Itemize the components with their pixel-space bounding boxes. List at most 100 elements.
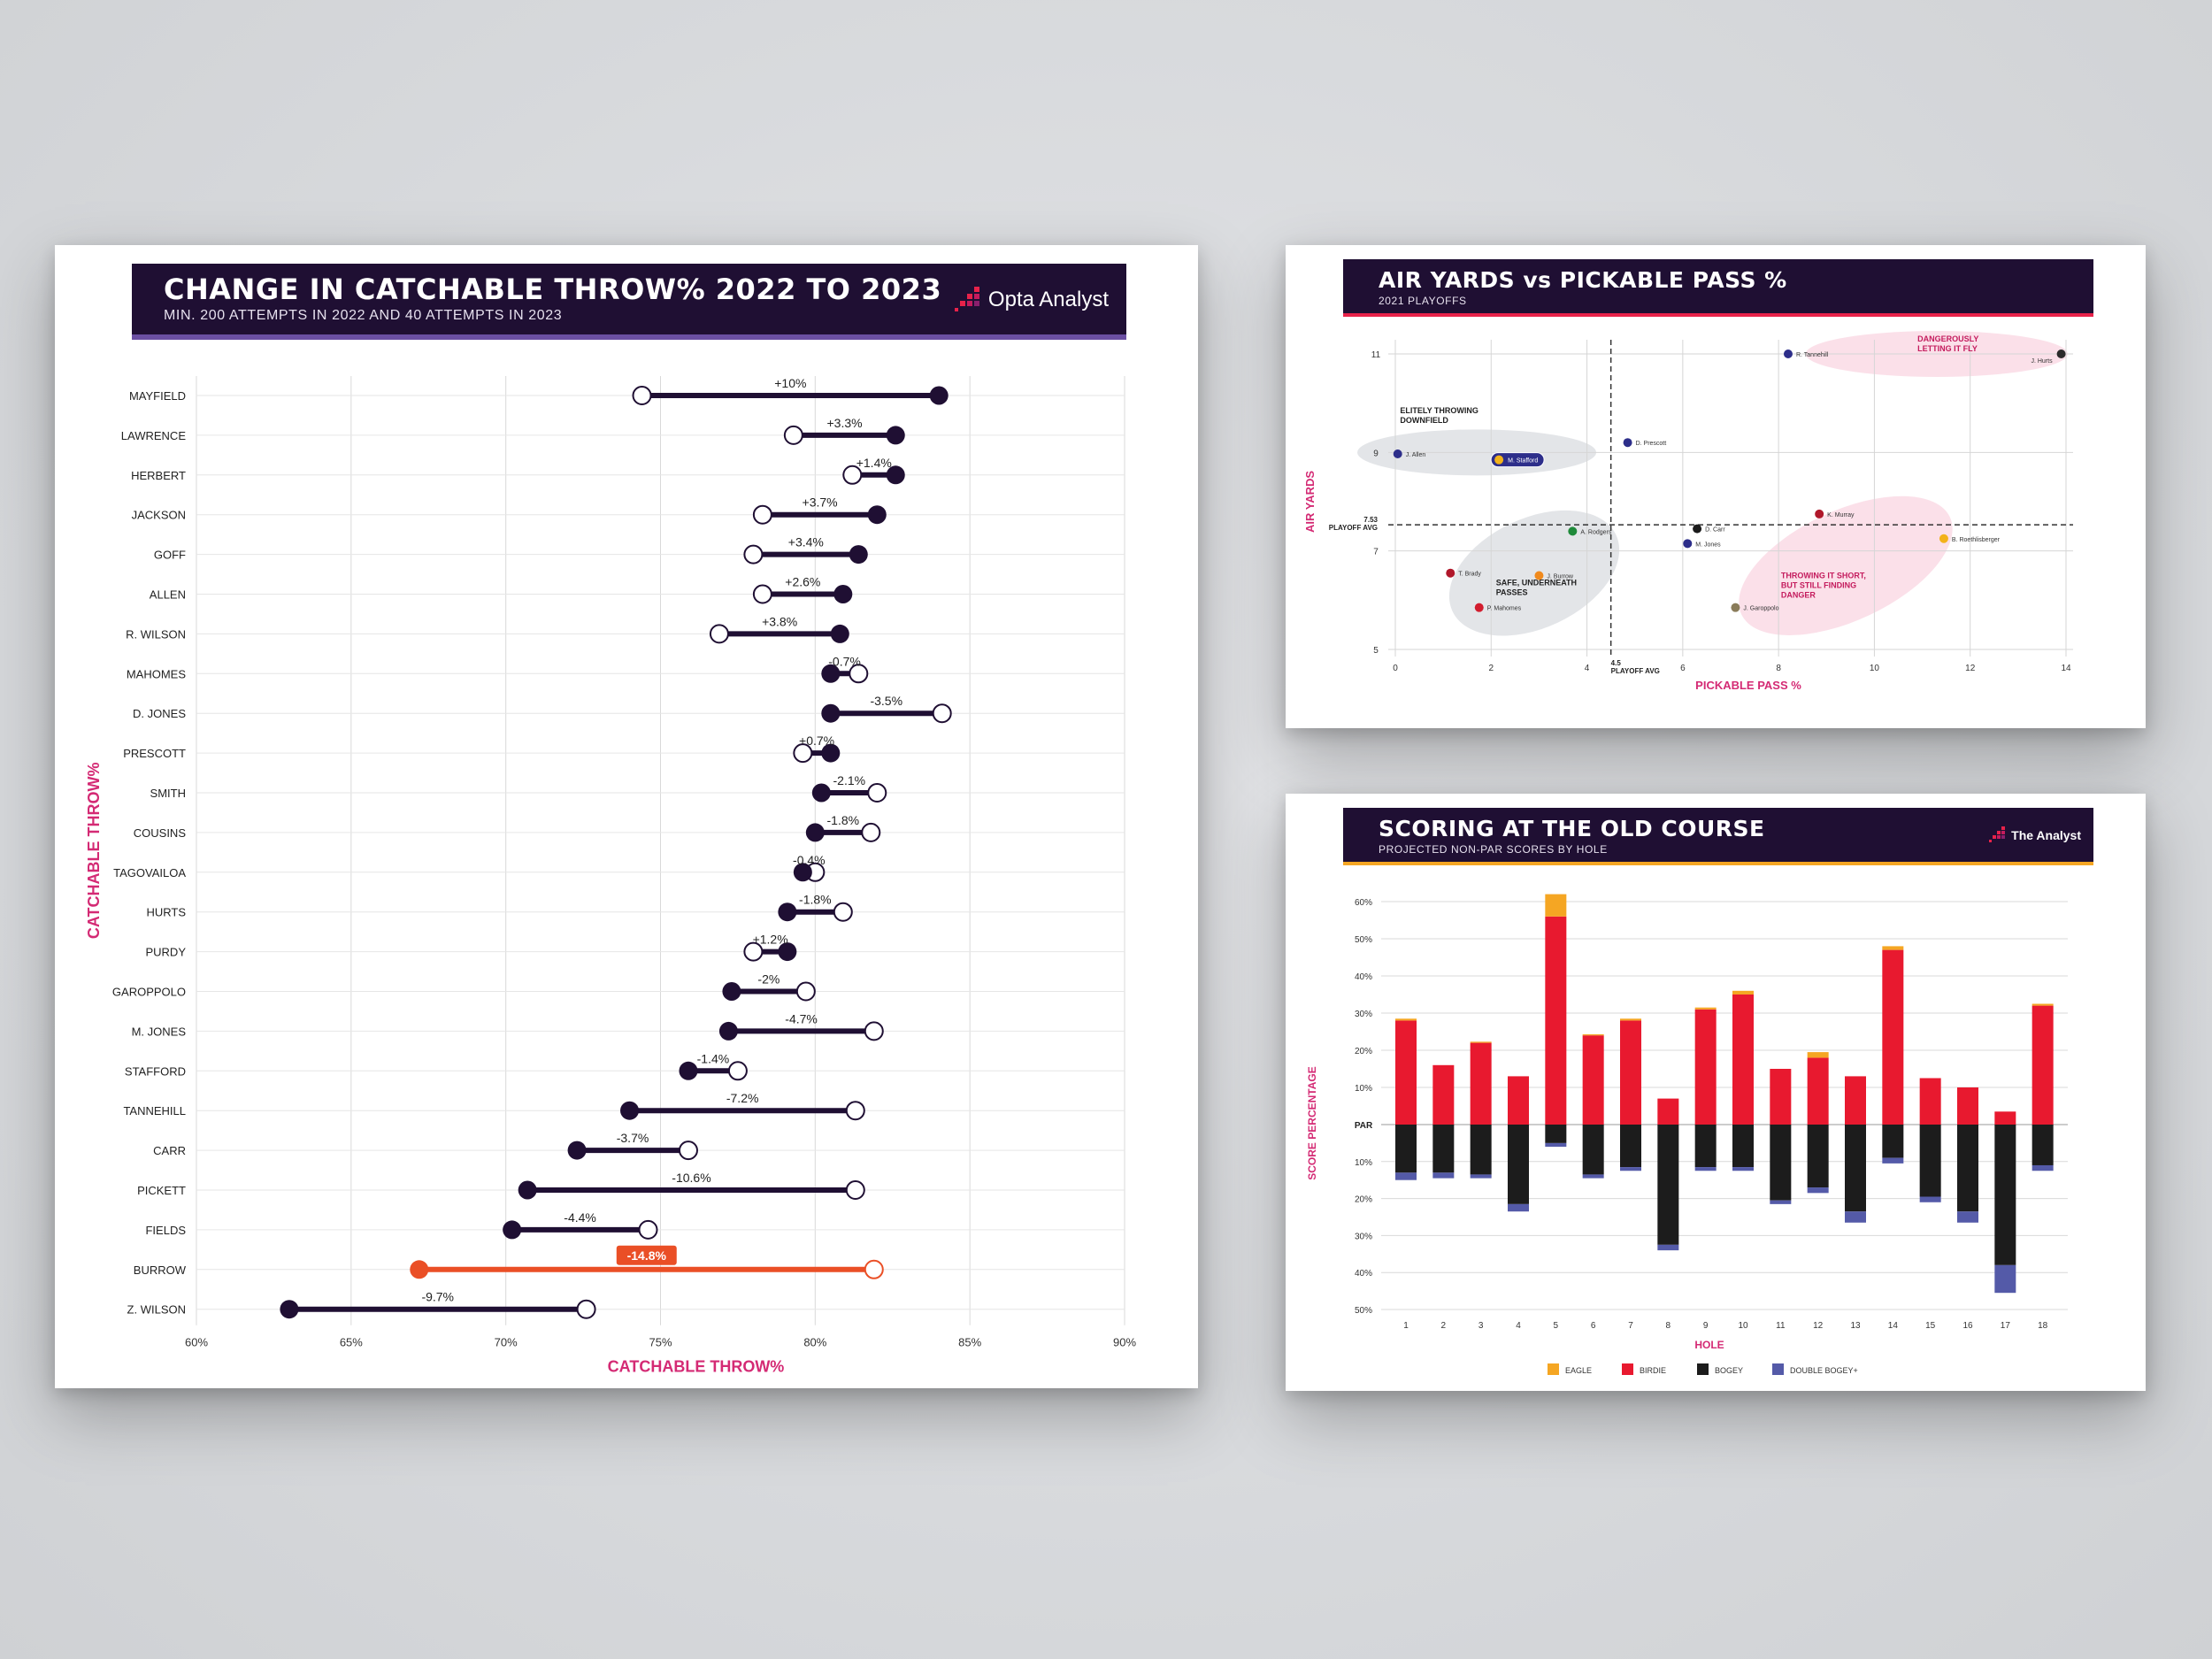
the-analyst-logo-text: The Analyst	[2011, 828, 2081, 842]
player-name-label: STAFFORD	[125, 1064, 186, 1078]
legend-swatch	[1548, 1363, 1559, 1375]
bar-bogey	[1508, 1125, 1529, 1204]
point-2023	[821, 743, 841, 763]
change-label: -9.7%	[421, 1290, 454, 1304]
player-name-label: ALLEN	[150, 588, 186, 602]
bar-birdie	[1994, 1111, 2016, 1125]
opta-analyst-logo: Opta Analyst	[954, 287, 1109, 313]
bar-double-bogey-	[2032, 1164, 2054, 1171]
oldcourse-chart-subtitle: PROJECTED NON-PAR SCORES BY HOLE	[1379, 843, 1608, 856]
bar-birdie	[1845, 1076, 1866, 1125]
x-tick-label: 10	[1738, 1321, 1748, 1331]
point-2023	[778, 902, 797, 922]
change-label: -3.7%	[617, 1131, 649, 1145]
bar-double-bogey-	[1582, 1174, 1604, 1179]
point-label: J. Garoppolo	[1743, 606, 1778, 612]
point-2023	[280, 1300, 299, 1319]
change-label: +2.6%	[785, 575, 820, 589]
x-tick-label: 60%	[185, 1336, 208, 1349]
player-name-label: M. JONES	[132, 1025, 187, 1038]
point-2022	[833, 902, 853, 922]
x-tick-label: 12	[1965, 664, 1976, 673]
scatter-point	[2056, 349, 2066, 358]
point-2023	[830, 624, 849, 643]
change-label: -3.5%	[870, 694, 902, 708]
y-tick-label: 40%	[1355, 1269, 1372, 1279]
x-tick-label: 8	[1776, 664, 1781, 673]
point-2022	[842, 465, 863, 485]
player-name-label: MAYFIELD	[129, 389, 186, 403]
point-2022	[845, 1101, 865, 1121]
x-tick-label: 2	[1489, 664, 1494, 673]
point-label: J. Hurts	[2031, 358, 2053, 365]
bar-double-bogey-	[1508, 1203, 1529, 1212]
point-2022	[849, 664, 869, 684]
player-name-label: FIELDS	[145, 1224, 186, 1237]
x-reference-value: 4.5	[1611, 659, 1622, 667]
x-tick-label: 70%	[495, 1336, 518, 1349]
y-tick-label: 40%	[1355, 972, 1372, 982]
bar-birdie	[1620, 1020, 1641, 1125]
change-label: +1.4%	[856, 456, 892, 470]
point-2022	[638, 1219, 658, 1240]
zone-label: DOWNFIELD	[1400, 416, 1448, 425]
player-name-label: R. WILSON	[126, 627, 186, 641]
x-tick-label: 14	[2061, 664, 2071, 673]
point-2022	[783, 425, 803, 445]
player-name-label: GOFF	[154, 549, 186, 562]
bar-bogey	[1807, 1125, 1829, 1188]
change-label: -0.7%	[828, 654, 861, 668]
y-axis-label: AIR YARDS	[1303, 471, 1317, 533]
zone-blob	[1739, 495, 1953, 635]
point-2023	[503, 1220, 522, 1240]
player-name-label: D. JONES	[133, 707, 186, 720]
scatter-point	[1783, 349, 1793, 358]
player-name-label: LAWRENCE	[121, 429, 187, 442]
y-tick-label: 30%	[1355, 1232, 1372, 1241]
zone-label: DANGEROUSLY	[1917, 334, 1978, 343]
bar-eagle	[1807, 1052, 1829, 1058]
bar-birdie	[1807, 1057, 1829, 1125]
change-label: +3.4%	[788, 535, 824, 549]
bar-double-bogey-	[1770, 1200, 1792, 1204]
x-tick-label: 0	[1393, 664, 1398, 673]
bar-double-bogey-	[1694, 1167, 1717, 1171]
change-label: -1.4%	[697, 1051, 730, 1065]
bar-birdie	[1919, 1078, 1941, 1125]
bar-double-bogey-	[1620, 1167, 1641, 1171]
scatter-point	[1693, 524, 1702, 534]
bar-double-bogey-	[1732, 1167, 1754, 1171]
scatter-point	[1393, 449, 1402, 459]
point-label: D. Carr	[1705, 527, 1725, 534]
bar-birdie	[1957, 1087, 1978, 1125]
change-label: -10.6%	[672, 1171, 710, 1185]
bar-double-bogey-	[1432, 1172, 1455, 1179]
point-2023	[886, 426, 905, 445]
bar-birdie	[1395, 1020, 1417, 1125]
oldcourse-chart-banner: SCORING AT THE OLD COURSE PROJECTED NON-…	[1343, 808, 2093, 865]
point-2022	[864, 1021, 884, 1041]
bar-eagle	[1882, 946, 1904, 950]
x-tick-label: 7	[1628, 1321, 1633, 1331]
player-name-label: SMITH	[150, 787, 186, 800]
point-2023	[722, 982, 741, 1001]
change-label: -1.8%	[827, 813, 860, 827]
bar-bogey	[1620, 1125, 1641, 1168]
y-tick-label: 50%	[1355, 935, 1372, 945]
y-tick-label: 9	[1373, 449, 1379, 458]
point-2023	[679, 1061, 698, 1080]
player-name-label: PICKETT	[137, 1184, 186, 1197]
point-2023	[567, 1141, 587, 1160]
bar-bogey	[1395, 1125, 1417, 1173]
x-tick-label: 80%	[803, 1336, 826, 1349]
y-tick-label: 10%	[1355, 1158, 1372, 1168]
bar-double-bogey-	[1957, 1211, 1978, 1223]
x-tick-label: 3	[1479, 1321, 1484, 1331]
x-tick-label: 9	[1703, 1321, 1709, 1331]
bar-bogey	[2032, 1125, 2054, 1165]
catchable-chart-title: CHANGE IN CATCHABLE THROW% 2022 TO 2023	[164, 273, 942, 306]
bar-double-bogey-	[1845, 1211, 1866, 1223]
x-tick-label: 16	[1962, 1321, 1973, 1331]
bar-bogey	[1732, 1125, 1754, 1168]
player-name-label: HURTS	[146, 906, 186, 919]
